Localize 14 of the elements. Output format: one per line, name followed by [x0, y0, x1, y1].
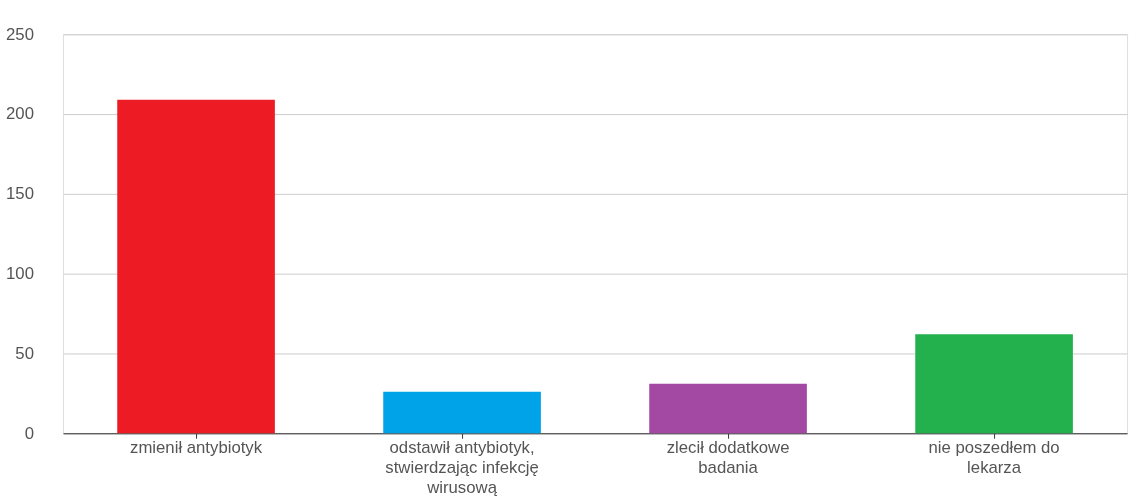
- y-tick-label: 0: [24, 423, 34, 443]
- bar: [649, 383, 807, 434]
- y-tick-label: 100: [6, 264, 34, 284]
- bar: [117, 99, 275, 434]
- x-tick-label: odstawił antybiotyk, stwierdzając infekcję wirusową: [385, 438, 539, 496]
- x-tick-label: zlecił dodatkowe badania: [666, 438, 790, 478]
- bar: [915, 334, 1073, 434]
- bar: [383, 391, 541, 434]
- x-tick-label: zmienił antybiotyk: [130, 438, 263, 458]
- y-tick-label: 200: [6, 104, 34, 124]
- y-tick-label: 150: [6, 184, 34, 204]
- x-tick-label: nie poszedłem do lekarza: [928, 438, 1060, 478]
- y-tick-label: 250: [6, 24, 34, 44]
- y-tick-label: 50: [15, 343, 34, 363]
